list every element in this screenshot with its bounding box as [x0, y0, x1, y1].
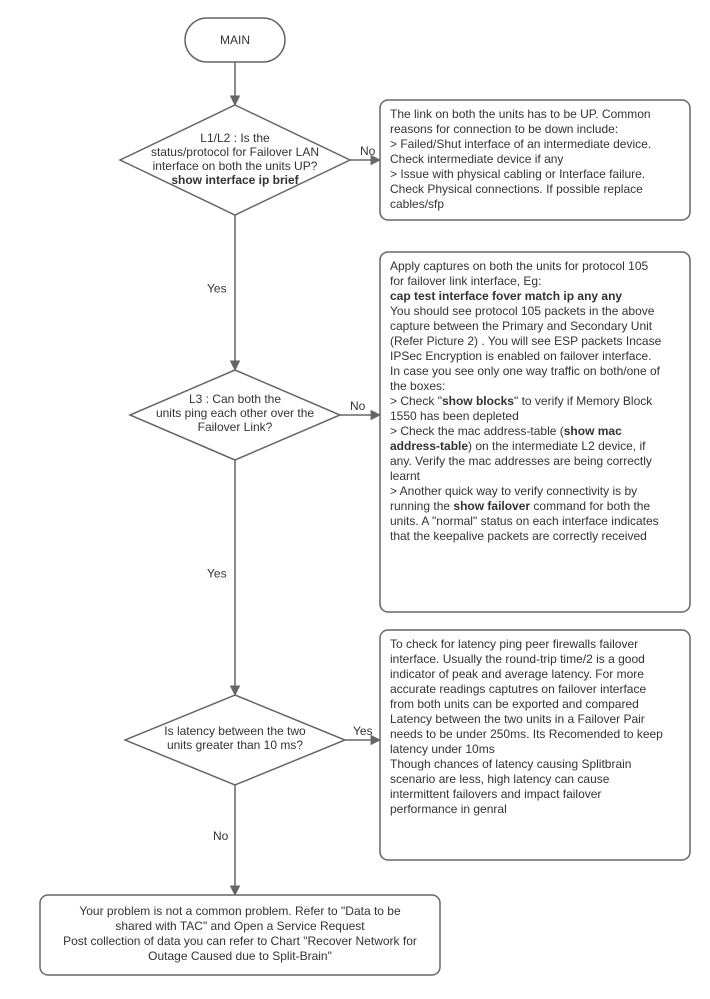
svg-text:Apply captures on both the uni: Apply captures on both the units for pro…	[390, 259, 662, 543]
svg-text:Is latency between the twounit: Is latency between the twounits greater …	[164, 724, 306, 752]
label-d1-no: No	[360, 144, 376, 158]
label-d3-no: No	[213, 829, 229, 843]
flowchart: MAINL1/L2 : Is thestatus/protocol for Fa…	[0, 0, 710, 999]
label-d2-no: No	[350, 399, 366, 413]
label-d1-yes: Yes	[207, 282, 227, 296]
label-d3-yes: Yes	[353, 724, 373, 738]
svg-text:MAIN: MAIN	[220, 33, 250, 47]
label-d2-yes: Yes	[207, 567, 227, 581]
